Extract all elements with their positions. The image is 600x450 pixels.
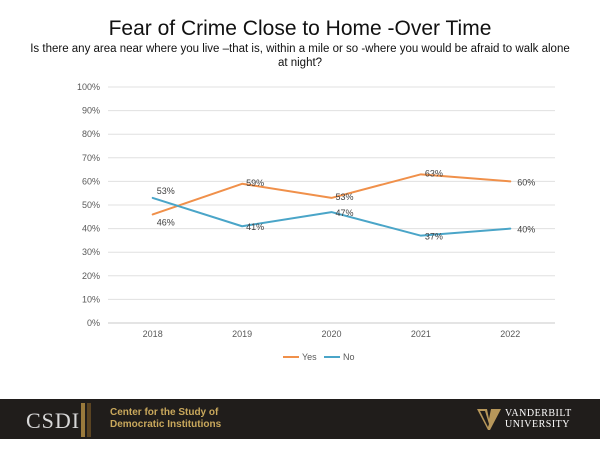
csdi-name-line2: Democratic Institutions xyxy=(110,419,222,430)
data-label: 37% xyxy=(425,232,443,242)
y-tick-label: 100% xyxy=(77,82,100,92)
vanderbilt-logo: VANDERBILT UNIVERSITY xyxy=(476,406,572,432)
chart-title: Fear of Crime Close to Home -Over Time xyxy=(108,17,492,40)
line-chart: 0% 10% 20% 30% 40% 50% 60% 70% 80% 90% 100% 2018 201… xyxy=(77,82,555,362)
x-tick-label: 2018 xyxy=(143,329,163,339)
y-tick-label: 50% xyxy=(82,200,100,210)
vanderbilt-v-icon xyxy=(477,409,501,430)
csdi-logo-bars xyxy=(81,402,93,437)
data-label: 59% xyxy=(246,178,264,188)
chart-subtitle: Is there any area near where you live –t… xyxy=(30,43,570,69)
data-label: 40% xyxy=(517,225,535,235)
data-label: 63% xyxy=(425,168,443,178)
y-tick-label: 40% xyxy=(82,224,100,234)
data-label: 53% xyxy=(157,186,175,196)
y-tick-label: 80% xyxy=(82,129,100,139)
csdi-logo: CSDI xyxy=(26,402,93,437)
footer-strip xyxy=(0,439,600,450)
y-tick-label: 10% xyxy=(82,294,100,304)
x-tick-label: 2019 xyxy=(232,329,252,339)
vanderbilt-line1: VANDERBILT xyxy=(505,408,572,419)
footer-bar: CSDI Center for the Study of Democratic … xyxy=(0,399,600,439)
x-tick-label: 2021 xyxy=(411,329,431,339)
y-tick-label: 0% xyxy=(87,318,100,328)
y-tick-label: 30% xyxy=(82,247,100,257)
y-tick-label: 20% xyxy=(82,271,100,281)
x-tick-label: 2022 xyxy=(500,329,520,339)
csdi-name: Center for the Study of Democratic Insti… xyxy=(110,407,240,431)
series-line-no xyxy=(151,196,512,237)
vanderbilt-wordmark: VANDERBILT UNIVERSITY xyxy=(505,408,572,430)
legend-label-yes: Yes xyxy=(302,352,317,362)
data-label: 60% xyxy=(517,177,535,187)
data-label: 46% xyxy=(157,217,175,227)
data-label: 53% xyxy=(336,192,354,202)
series-line-yes xyxy=(151,173,512,216)
y-tick-label: 60% xyxy=(82,176,100,186)
legend-label-no: No xyxy=(343,352,355,362)
data-label: 41% xyxy=(246,222,264,232)
vanderbilt-line2: UNIVERSITY xyxy=(505,419,570,430)
csdi-logo-text: CSDI xyxy=(26,408,81,433)
x-tick-label: 2020 xyxy=(321,329,341,339)
csdi-name-line1: Center for the Study of xyxy=(110,407,219,418)
data-label: 47% xyxy=(336,208,354,218)
y-tick-label: 90% xyxy=(82,106,100,116)
y-tick-label: 70% xyxy=(82,153,100,163)
